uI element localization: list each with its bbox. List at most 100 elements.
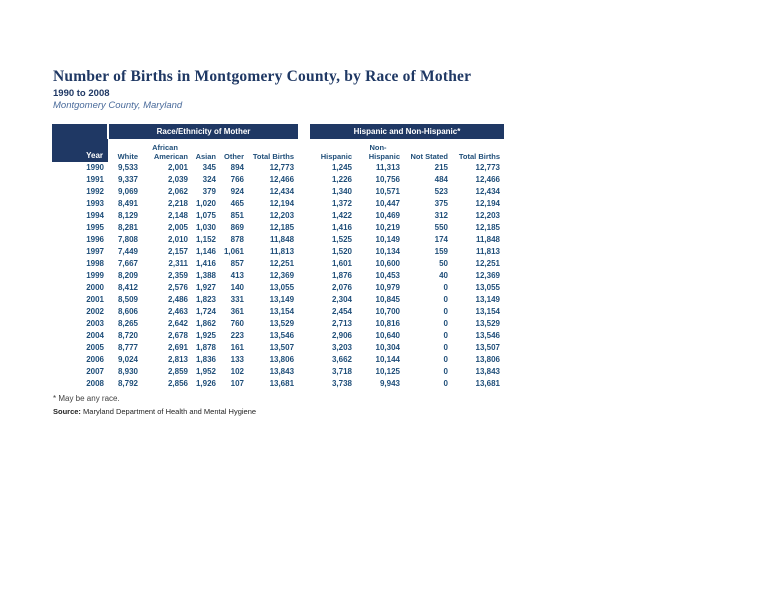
- cell: 1,152: [195, 235, 216, 244]
- cell: 8,606: [117, 307, 138, 316]
- race-column-header: Asian: [195, 152, 216, 161]
- cell: 1,926: [195, 379, 216, 388]
- cell: 2,148: [167, 211, 188, 220]
- year-column-header: Year: [52, 124, 108, 162]
- cell: 1,340: [331, 187, 352, 196]
- cell: 12,203: [269, 211, 295, 220]
- hispanic-table-row: 2,304 10,845 0 13,149: [310, 294, 504, 306]
- cell: 10,845: [375, 295, 400, 304]
- cell: 1994: [86, 211, 104, 220]
- cell: 1,020: [195, 199, 216, 208]
- cell: 10,125: [375, 367, 400, 376]
- cell: 2000: [86, 283, 104, 292]
- cell: 2,157: [167, 247, 188, 256]
- cell: 13,055: [269, 283, 295, 292]
- cell: 13,507: [475, 343, 500, 352]
- cell: 12,434: [269, 187, 295, 196]
- cell: 2,576: [167, 283, 188, 292]
- cell: 1,422: [331, 211, 352, 220]
- cell: 102: [230, 367, 244, 376]
- cell: 12,194: [269, 199, 295, 208]
- cell: 174: [434, 235, 448, 244]
- cell: 13,806: [269, 355, 295, 364]
- hispanic-table-row: 1,520 10,134 159 11,813: [310, 246, 504, 258]
- cell: 312: [434, 211, 448, 220]
- cell: 10,571: [375, 187, 400, 196]
- cell: 2002: [86, 307, 104, 316]
- cell: 1,245: [331, 163, 352, 172]
- race-column-header: Other: [223, 152, 244, 161]
- cell: 2,486: [167, 295, 188, 304]
- cell: 2,311: [168, 259, 188, 268]
- race-table-row: 2000 8,412 2,576 1,927 140 13,055: [52, 282, 298, 294]
- cell: 878: [230, 235, 244, 244]
- cell: 13,806: [475, 355, 500, 364]
- cell: 13,149: [269, 295, 295, 304]
- cell: 1995: [86, 223, 104, 232]
- cell: 9,069: [117, 187, 138, 196]
- cell: 1992: [86, 187, 104, 196]
- cell: 8,491: [117, 199, 138, 208]
- cell: 2,856: [167, 379, 188, 388]
- cell: 13,529: [269, 319, 295, 328]
- cell: 2004: [86, 331, 104, 340]
- race-table-row: 1991 9,337 2,039 324 766 12,466: [52, 174, 298, 186]
- cell: 2,642: [167, 319, 188, 328]
- cell: 10,149: [375, 235, 400, 244]
- cell: 3,718: [331, 367, 352, 376]
- cell: 13,529: [475, 319, 500, 328]
- race-table-row: 2007 8,930 2,859 1,952 102 13,843: [52, 366, 298, 378]
- cell: 2,076: [331, 283, 352, 292]
- cell: 10,134: [375, 247, 400, 256]
- cell: 1,724: [195, 307, 216, 316]
- cell: 361: [230, 307, 244, 316]
- race-table-row: 2005 8,777 2,691 1,878 161 13,507: [52, 342, 298, 354]
- race-table-banner: Race/Ethnicity of Mother: [106, 124, 299, 139]
- cell: 1,876: [331, 271, 352, 280]
- cell: 1,925: [195, 331, 216, 340]
- cell: 2,010: [167, 235, 188, 244]
- cell: 1993: [86, 199, 104, 208]
- cell: 2,859: [167, 367, 188, 376]
- cell: 2,813: [167, 355, 188, 364]
- race-table-row: 2006 9,024 2,813 1,836 133 13,806: [52, 354, 298, 366]
- cell: 8,265: [117, 319, 138, 328]
- race-column-header: African American: [152, 143, 188, 161]
- cell: 924: [230, 187, 244, 196]
- cell: 1,601: [331, 259, 352, 268]
- cell: 413: [230, 271, 244, 280]
- race-table-row: 2001 8,509 2,486 1,823 331 13,149: [52, 294, 298, 306]
- race-table-row: 1997 7,449 2,157 1,146 1,061 11,813: [52, 246, 298, 258]
- cell: 8,129: [117, 211, 138, 220]
- cell: 13,546: [269, 331, 295, 340]
- hispanic-table-row: 1,525 10,149 174 11,848: [310, 234, 504, 246]
- race-ethnicity-table: Year Race/Ethnicity of Mother White Afric…: [52, 124, 299, 390]
- cell: 484: [434, 175, 448, 184]
- race-column-header: White: [117, 152, 138, 161]
- cell: 375: [434, 199, 448, 208]
- hispanic-column-header: Non- Hispanic: [368, 143, 400, 161]
- cell: 12,194: [475, 199, 500, 208]
- cell: 133: [230, 355, 244, 364]
- cell: 7,808: [117, 235, 138, 244]
- cell: 1990: [86, 163, 104, 172]
- cell: 13,843: [269, 367, 295, 376]
- cell: 1997: [86, 247, 104, 256]
- hispanic-column-header: Not Stated: [410, 152, 449, 161]
- cell: 9,943: [379, 379, 400, 388]
- cell: 1,146: [195, 247, 216, 256]
- cell: 1998: [86, 259, 104, 268]
- page-title: Number of Births in Montgomery County, b…: [53, 68, 472, 85]
- cell: 13,154: [475, 307, 500, 316]
- cell: 7,449: [117, 247, 138, 256]
- cell: 2,062: [167, 187, 188, 196]
- cell: 2,001: [167, 163, 188, 172]
- race-table-row: 1999 8,209 2,359 1,388 413 12,369: [52, 270, 298, 282]
- cell: 2006: [86, 355, 104, 364]
- cell: 12,203: [475, 211, 500, 220]
- cell: 2,005: [167, 223, 188, 232]
- cell: 12,773: [269, 163, 295, 172]
- source-line: Source: Maryland Department of Health an…: [53, 407, 256, 416]
- race-table-row: 2003 8,265 2,642 1,862 760 13,529: [52, 318, 298, 330]
- hispanic-table-row: 1,422 10,469 312 12,203: [310, 210, 504, 222]
